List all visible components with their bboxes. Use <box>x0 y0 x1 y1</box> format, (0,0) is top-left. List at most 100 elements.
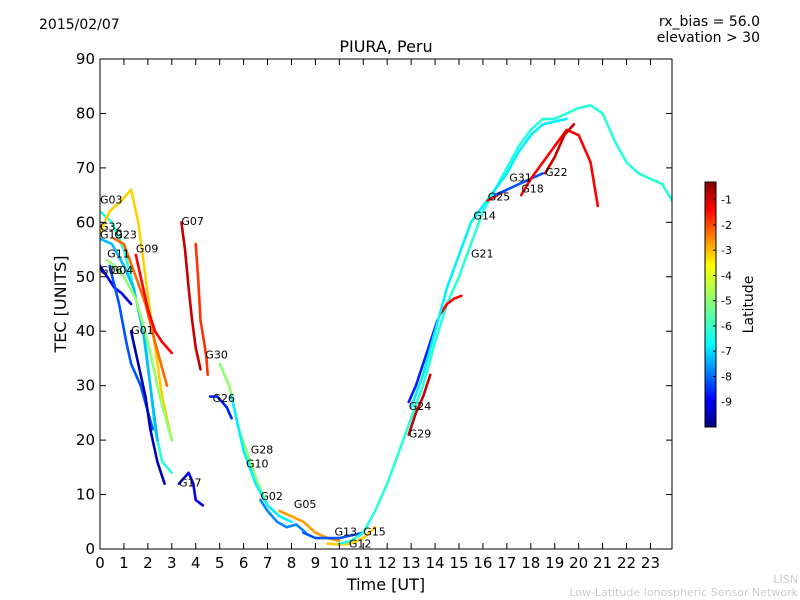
x-tick-label: 2 <box>143 554 153 572</box>
footer-network: Low-Latitude Ionospheric Sensor Network <box>569 586 798 599</box>
series-label-g22: G22 <box>545 166 568 179</box>
x-tick-label: 1 <box>119 554 129 572</box>
series-label-g07: G07 <box>181 215 204 228</box>
series-line-g13 <box>302 531 365 540</box>
series-label-g02: G02 <box>260 490 283 503</box>
series-label-g32: G32 <box>100 221 123 234</box>
colorbar-tick-label: -4 <box>721 269 732 282</box>
x-tick-label: 23 <box>641 554 660 572</box>
series-line-g15 <box>337 104 672 545</box>
series-line-g31 <box>493 172 545 197</box>
colorbar-tick-label: -8 <box>721 370 732 383</box>
elevation-label: elevation > 30 <box>656 30 760 46</box>
x-tick-label: 14 <box>426 554 445 572</box>
series-line-g09 <box>134 253 174 355</box>
x-tick-label: 6 <box>239 554 249 572</box>
y-tick-label: 50 <box>76 268 95 286</box>
y-tick-label: 60 <box>76 213 95 231</box>
series-line-g07 <box>180 221 202 371</box>
y-tick-label: 70 <box>76 159 95 177</box>
x-tick-label: 20 <box>569 554 588 572</box>
x-tick-label: 21 <box>593 554 612 572</box>
series-line-g23 <box>113 237 169 388</box>
chart-title: PIURA, Peru <box>339 37 433 56</box>
series-label-g13: G13 <box>335 525 358 538</box>
series-line-g30 <box>194 242 209 377</box>
series-line-g21 <box>438 294 463 317</box>
series-label-g03: G03 <box>100 193 123 206</box>
series-label-g23: G23 <box>114 229 137 242</box>
series-line-g26 <box>208 395 233 420</box>
x-tick-label: 12 <box>378 554 397 572</box>
series-label-g18: G18 <box>521 182 544 195</box>
y-tick-label: 10 <box>76 486 95 504</box>
colorbar-tick-label: -7 <box>721 345 732 358</box>
series-line-g32 <box>100 188 174 442</box>
series-label-g30: G30 <box>205 348 228 361</box>
x-tick-label: 4 <box>191 554 201 572</box>
series-label-g10: G10 <box>246 457 269 470</box>
series-layer <box>100 104 672 546</box>
x-tick-label: 0 <box>95 554 105 572</box>
plot-frame <box>99 58 673 550</box>
series-label-g11: G11 <box>107 248 130 261</box>
series-label-g01: G01 <box>131 324 154 337</box>
series-line-g01 <box>129 329 166 486</box>
x-tick-label: 16 <box>473 554 492 572</box>
series-label-g14: G14 <box>473 210 496 223</box>
colorbar-tick-label: -5 <box>721 295 732 308</box>
series-line-g14 <box>409 117 569 409</box>
series-label-g12: G12 <box>349 537 372 550</box>
series-label-g19: G19 <box>100 229 123 242</box>
y-tick-label: 20 <box>76 431 95 449</box>
series-label-g26: G26 <box>212 392 235 405</box>
x-tick-label: 11 <box>354 554 373 572</box>
x-tick-label: 7 <box>263 554 273 572</box>
rx-bias-label: rx_bias = 56.0 <box>658 14 760 30</box>
y-tick-label: 0 <box>85 540 95 558</box>
colorbar-label: Latitude <box>741 276 757 334</box>
colorbar-tick-label: -3 <box>721 244 732 257</box>
x-tick-label: 18 <box>521 554 540 572</box>
date-label: 2015/02/07 <box>39 17 120 33</box>
series-label-g24: G24 <box>409 400 432 413</box>
series-line-g17 <box>177 471 205 507</box>
x-tick-label: 5 <box>215 554 225 572</box>
series-line-g02 <box>259 498 308 535</box>
series-label-g31: G31 <box>509 172 532 185</box>
series-line-g24 <box>407 318 439 404</box>
series-label-g04: G04 <box>111 264 134 277</box>
colorbar-gradient <box>704 181 717 428</box>
x-tick-label: 17 <box>497 554 516 572</box>
series-line-g18 <box>519 128 600 208</box>
y-axis: 0 10 20 30 40 50 60 70 80 90 <box>76 50 672 558</box>
series-label-g15: G15 <box>363 525 386 538</box>
colorbar-tick-label: -1 <box>721 194 732 207</box>
series-line-g10 <box>230 395 293 524</box>
series-line-g19 <box>100 237 159 442</box>
series-line-g11 <box>105 259 174 442</box>
x-axis: 0 1 2 3 4 5 6 7 8 9 10 11 12 13 14 15 16 17 18 19 20 21 22 23 <box>95 59 660 572</box>
x-tick-label: 8 <box>287 554 297 572</box>
x-tick-label: 9 <box>311 554 321 572</box>
y-tick-label: 30 <box>76 377 95 395</box>
x-tick-label: 19 <box>545 554 564 572</box>
x-tick-label: 3 <box>167 554 177 572</box>
y-tick-label: 80 <box>76 104 95 122</box>
y-tick-label: 90 <box>76 50 95 68</box>
colorbar-tick-label: -9 <box>721 396 732 409</box>
x-axis-label: Time [UT] <box>346 575 425 594</box>
series-label-g09: G09 <box>136 242 159 255</box>
series-line-g22 <box>543 123 576 175</box>
footer: LISN Low-Latitude Ionospheric Sensor Net… <box>569 573 798 599</box>
x-tick-label: 15 <box>449 554 468 572</box>
series-label-g05: G05 <box>294 498 317 511</box>
series-line-g12 <box>326 525 377 546</box>
y-axis-label: TEC [UNITS] <box>51 256 70 354</box>
series-line-g04 <box>108 264 154 431</box>
x-tick-label: 10 <box>330 554 349 572</box>
params-label: rx_bias = 56.0 elevation > 30 <box>657 14 760 46</box>
series-label-g06: G06 <box>100 264 123 277</box>
